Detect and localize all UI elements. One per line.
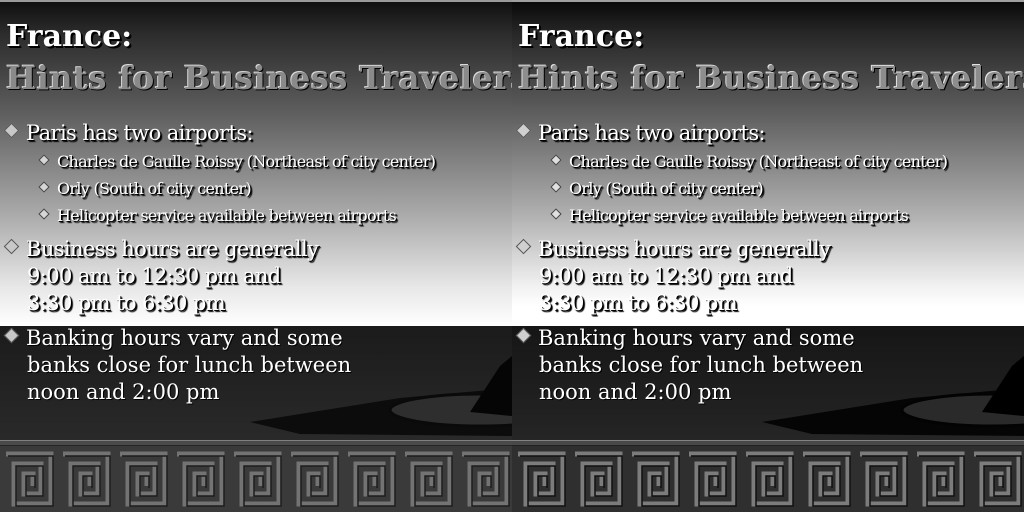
top-border-line [0, 0, 512, 2]
pyramid-silhouette [762, 356, 1024, 436]
sub-item-orly: Orly (South of city center) [550, 179, 764, 199]
diamond-bullet-icon [38, 208, 50, 220]
top-border-line [512, 0, 1024, 2]
divider-line [512, 440, 1024, 445]
diamond-bullet-icon [38, 181, 50, 193]
slide-title: France: Hints for Business Travelers [518, 19, 1024, 97]
pyramid-silhouette [250, 356, 512, 436]
diamond-bullet-icon [3, 122, 20, 139]
sub-item-helicopter: Helicopter service available between air… [38, 206, 397, 226]
slide-title: France: Hints for Business Travelers [6, 19, 512, 97]
gradient-background [0, 0, 512, 326]
diamond-bullet-icon [515, 238, 532, 255]
bullet-airports: Paris has two airports: [515, 120, 766, 147]
sub-item-cdg: Charles de Gaulle Roissy (Northeast of c… [550, 152, 948, 172]
greek-key-border [512, 446, 1024, 512]
slide-left: France: Hints for Business Travelers Par… [0, 0, 512, 512]
bullet-banking-hours: Banking hours vary and some banks close … [3, 325, 351, 406]
bullet-list: Paris has two airports: Charles de Gaull… [512, 0, 1024, 512]
bullet-business-hours: Business hours are generally 9:00 am to … [3, 236, 319, 317]
sub-item-helicopter: Helicopter service available between air… [550, 206, 909, 226]
greek-key-border [0, 446, 512, 512]
title-line-2: Hints for Business Travelers [6, 59, 512, 97]
diamond-bullet-icon [550, 154, 562, 166]
title-line-1: France: [518, 19, 645, 54]
gradient-background [512, 0, 1024, 326]
title-line-2: Hints for Business Travelers [518, 59, 1024, 97]
diamond-bullet-icon [550, 181, 562, 193]
bullet-business-hours: Business hours are generally 9:00 am to … [515, 236, 831, 317]
diamond-bullet-icon [3, 238, 20, 255]
title-line-1: France: [6, 19, 133, 54]
diamond-bullet-icon [38, 154, 50, 166]
slide-right: France: Hints for Business Travelers Par… [512, 0, 1024, 512]
bullet-list: Paris has two airports: Charles de Gaull… [3, 120, 436, 406]
diamond-bullet-icon [515, 327, 532, 344]
diamond-bullet-icon [515, 122, 532, 139]
sub-item-orly: Orly (South of city center) [38, 179, 252, 199]
sub-item-cdg: Charles de Gaulle Roissy (Northeast of c… [38, 152, 436, 172]
diamond-bullet-icon [3, 327, 20, 344]
bullet-airports: Paris has two airports: [3, 120, 254, 147]
bullet-banking-hours: Banking hours vary and some banks close … [515, 325, 863, 406]
diamond-bullet-icon [550, 208, 562, 220]
divider-line [0, 440, 512, 445]
